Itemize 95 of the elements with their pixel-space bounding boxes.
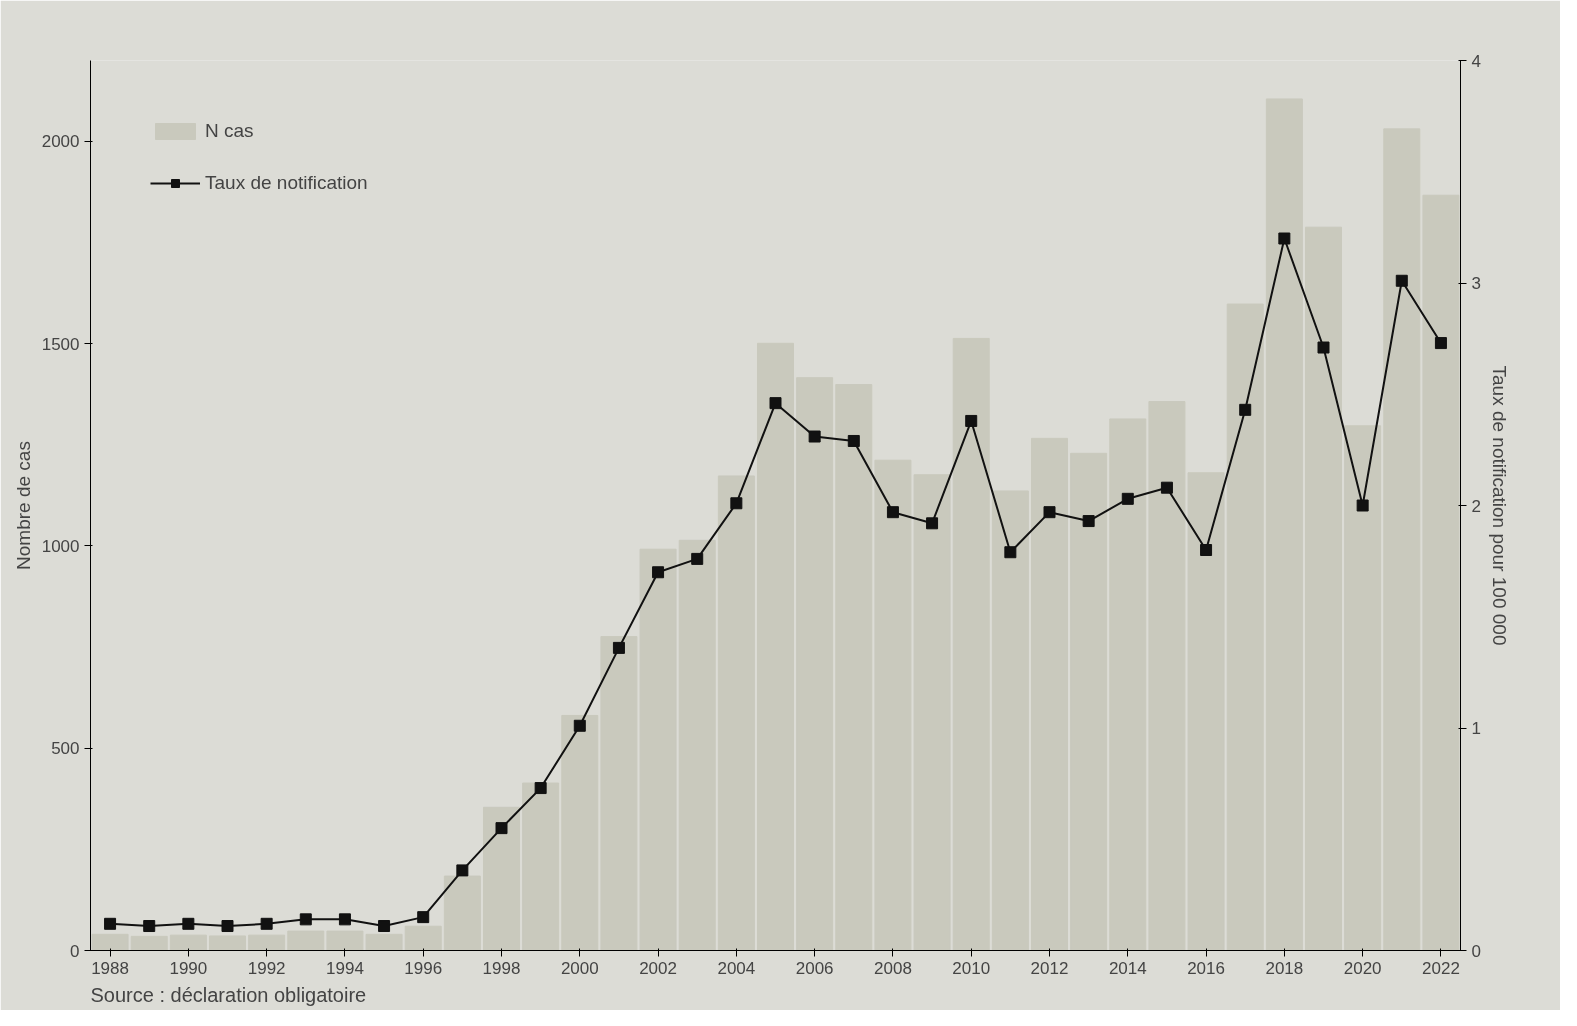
bar: [1304, 226, 1343, 951]
point: [612, 641, 625, 654]
y2-tick-label: 4: [1471, 51, 1481, 71]
point: [1434, 337, 1447, 350]
point: [1043, 506, 1056, 519]
bar: [756, 342, 795, 951]
x-tick-label: 1994: [326, 958, 364, 978]
x-tick-label: 2018: [1265, 958, 1304, 978]
x-tick-label: 1998: [482, 958, 521, 978]
point: [143, 920, 156, 933]
point: [691, 552, 704, 565]
y-tick-label: 0: [70, 941, 80, 961]
point: [338, 913, 351, 926]
x-tick-label: 2008: [874, 958, 912, 978]
point: [1356, 499, 1369, 512]
y-tick-label: 1500: [41, 334, 80, 354]
bar: [522, 782, 560, 951]
point: [1278, 232, 1291, 245]
point: [1317, 341, 1330, 354]
bar: [169, 934, 207, 951]
point: [221, 920, 234, 933]
point: [260, 917, 273, 930]
bar: [404, 925, 442, 951]
legend-label: Taux de notification: [205, 172, 368, 194]
y2-axis-title: Taux de notification pour 100 000: [1488, 365, 1510, 646]
bar: [248, 934, 286, 951]
point: [534, 782, 547, 795]
point: [769, 397, 782, 410]
x-tick-label: 1990: [169, 958, 208, 978]
bar: [482, 806, 521, 951]
bar: [1070, 452, 1108, 951]
y-tick-label: 2000: [41, 132, 80, 152]
x-tick-label: 1996: [404, 958, 443, 978]
y-tick-label: 500: [51, 739, 80, 759]
bar: [1226, 303, 1264, 951]
point: [182, 917, 195, 930]
point: [378, 920, 391, 933]
x-tick-label: 2016: [1187, 958, 1225, 978]
point: [495, 822, 508, 835]
point: [456, 864, 469, 877]
bar: [91, 933, 129, 951]
point: [926, 517, 939, 530]
point: [808, 430, 821, 443]
y2-tick-label: 1: [1471, 719, 1481, 738]
bar: [796, 377, 834, 951]
y2-tick-label: 0: [1471, 941, 1481, 961]
x-tick-label: 2000: [560, 958, 599, 978]
x-tick-label: 2014: [1108, 958, 1147, 978]
bar: [991, 490, 1029, 951]
bar: [678, 539, 716, 951]
point: [652, 566, 665, 579]
point: [299, 913, 312, 926]
bar: [1383, 128, 1421, 951]
point: [730, 497, 743, 510]
x-tick-label: 2006: [795, 958, 834, 978]
bar: [561, 714, 599, 951]
x-tick-label: 1992: [247, 958, 286, 978]
point: [104, 917, 117, 930]
bar: [130, 935, 168, 951]
point: [1239, 403, 1252, 416]
bar: [835, 384, 873, 951]
point: [1160, 481, 1173, 494]
x-tick-label: 2010: [952, 958, 991, 978]
y2-tick-label: 2: [1471, 496, 1481, 516]
bar: [952, 337, 990, 951]
point: [1200, 544, 1213, 556]
bar: [717, 475, 755, 951]
bar: [1422, 194, 1460, 951]
x-tick-label: 1988: [91, 958, 129, 978]
point: [1121, 492, 1134, 505]
point: [573, 719, 586, 732]
source-note: Source : déclaration obligatoire: [90, 983, 367, 1006]
point: [1004, 546, 1017, 559]
y-tick-label: 1000: [41, 536, 80, 556]
bar: [1265, 98, 1303, 951]
x-tick-label: 2004: [717, 958, 756, 978]
point: [847, 434, 860, 447]
x-tick-label: 2002: [639, 958, 677, 978]
point: [417, 911, 430, 924]
point: [1082, 515, 1095, 528]
bar: [1109, 418, 1147, 951]
bar: [208, 935, 247, 951]
bar: [1030, 437, 1069, 951]
bar: [287, 930, 325, 951]
point: [886, 506, 899, 519]
bar: [1344, 425, 1382, 951]
legend-label: N cas: [205, 120, 254, 142]
point: [965, 414, 978, 427]
y2-tick-label: 3: [1471, 274, 1481, 293]
x-tick-label: 2012: [1030, 958, 1069, 978]
x-tick-label: 2020: [1343, 958, 1382, 978]
bar: [443, 875, 481, 951]
x-tick-label: 2022: [1422, 958, 1460, 978]
y-axis-title: Nombre de cas: [12, 441, 34, 570]
point: [1395, 274, 1408, 287]
